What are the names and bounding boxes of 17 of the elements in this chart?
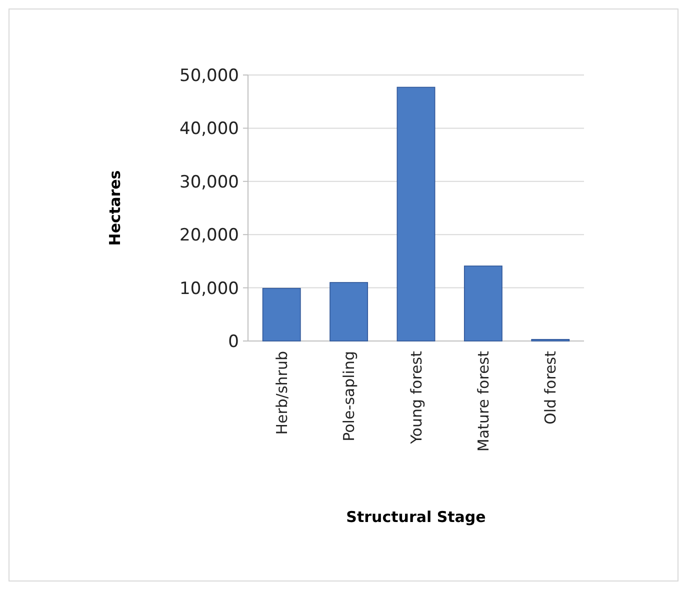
y-tick-label: 10,000	[180, 278, 239, 299]
y-tick-label: 20,000	[180, 226, 239, 246]
x-tick-label: Pole-sapling	[340, 351, 358, 442]
y-tick-label: 40,000	[180, 119, 239, 140]
x-tick-label: Herb/shrub	[272, 351, 291, 435]
x-axis-title: Structural Stage	[346, 508, 486, 526]
y-tick-label: 50,000	[180, 66, 239, 86]
x-tick-label: Young forest	[407, 350, 426, 445]
bar	[396, 86, 436, 342]
x-tick-label: Mature forest	[474, 350, 492, 452]
x-tick-label: Old forest	[542, 350, 560, 424]
y-tick-label: 0	[228, 332, 239, 352]
bar	[262, 288, 301, 342]
bar	[464, 266, 502, 342]
y-tick-label: 30,000	[180, 172, 239, 192]
bar	[330, 282, 368, 342]
y-axis-title: Hectares	[106, 170, 124, 246]
